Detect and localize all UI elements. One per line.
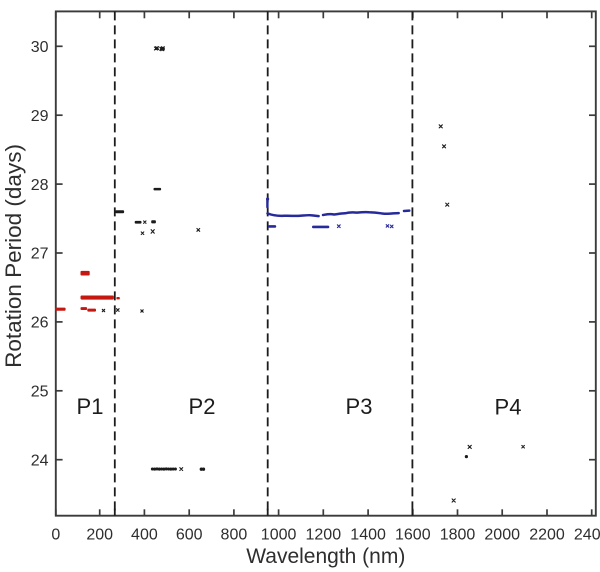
svg-text:1000: 1000 [261, 527, 297, 544]
svg-text:25: 25 [31, 384, 49, 401]
svg-text:Wavelength (nm): Wavelength (nm) [246, 545, 405, 568]
svg-text:400: 400 [131, 527, 158, 544]
svg-text:2000: 2000 [484, 527, 520, 544]
svg-text:27: 27 [31, 246, 49, 263]
svg-text:26: 26 [31, 315, 49, 332]
svg-text:1200: 1200 [306, 527, 342, 544]
svg-text:800: 800 [221, 527, 248, 544]
svg-text:28: 28 [31, 177, 49, 194]
svg-text:P2: P2 [189, 394, 216, 419]
svg-text:1800: 1800 [440, 527, 476, 544]
svg-text:1600: 1600 [395, 527, 431, 544]
svg-text:2200: 2200 [529, 527, 565, 544]
svg-text:24: 24 [31, 452, 49, 469]
svg-text:P1: P1 [77, 394, 104, 419]
svg-text:P3: P3 [346, 394, 373, 419]
svg-text:P4: P4 [495, 395, 522, 420]
svg-text:29: 29 [31, 108, 49, 125]
svg-text:Rotation Period (days): Rotation Period (days) [1, 144, 26, 368]
svg-text:30: 30 [31, 39, 49, 56]
svg-text:0: 0 [51, 527, 60, 544]
svg-text:1400: 1400 [350, 527, 386, 544]
svg-text:600: 600 [176, 527, 203, 544]
svg-text:2400: 2400 [574, 527, 600, 544]
svg-text:200: 200 [86, 527, 113, 544]
